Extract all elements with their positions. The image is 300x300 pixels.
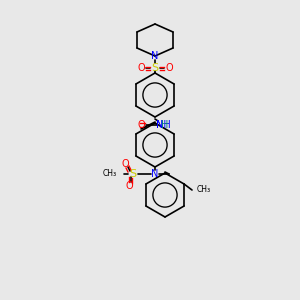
Text: N: N [156, 120, 164, 130]
Text: O: O [125, 181, 133, 191]
Text: S: S [152, 63, 159, 73]
Text: O: O [137, 120, 145, 130]
Text: H: H [161, 120, 169, 130]
Text: O: O [165, 63, 173, 73]
Text: N: N [151, 169, 159, 179]
Text: O: O [121, 159, 129, 169]
Text: S: S [129, 169, 137, 179]
Text: O: O [137, 63, 145, 73]
Text: CH₃: CH₃ [103, 169, 117, 178]
Text: NH: NH [156, 120, 170, 130]
Text: CH₃: CH₃ [197, 185, 211, 194]
Text: N: N [151, 51, 159, 61]
